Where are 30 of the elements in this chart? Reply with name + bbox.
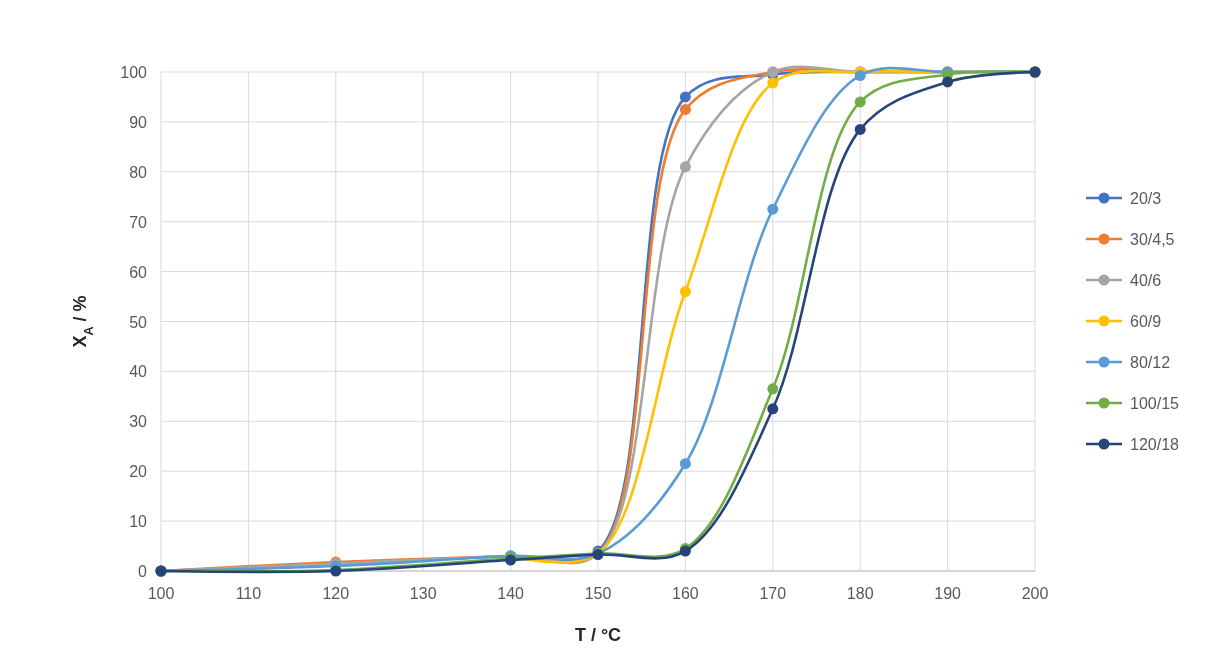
x-tick-label: 180 [846, 585, 874, 602]
y-tick-label: 10 [129, 513, 148, 531]
y-tick-label: 0 [138, 563, 148, 580]
x-axis-title: T / °C [574, 625, 622, 645]
y-tick-label: 80 [129, 163, 148, 181]
x-tick-label: 140 [497, 585, 525, 602]
y-tick-label: 20 [129, 463, 148, 481]
x-tick-label: 100 [147, 585, 175, 602]
legend-label: 40/6 [1130, 272, 1162, 289]
x-tick-label: 160 [672, 585, 699, 602]
legend-label: 80/12 [1130, 354, 1171, 371]
x-tick-label: 130 [409, 585, 437, 602]
legend-label: 30/4,5 [1130, 231, 1175, 248]
x-tick-label: 150 [584, 585, 612, 602]
x-tick-label: 200 [1021, 585, 1049, 602]
legend-label: 100/15 [1130, 395, 1180, 412]
legend-label: 60/9 [1130, 313, 1162, 330]
legend-label: 20/3 [1130, 190, 1162, 207]
y-tick-label: 70 [129, 213, 148, 231]
x-tick-label: 110 [235, 585, 262, 602]
y-tick-label: 90 [129, 113, 148, 131]
y-tick-label: 50 [129, 313, 148, 331]
y-tick-label: 100 [120, 64, 148, 81]
y-tick-label: 40 [129, 363, 148, 381]
y-tick-label: 30 [129, 413, 148, 431]
legend-label: 120/18 [1130, 436, 1180, 453]
x-tick-label: 120 [322, 585, 350, 602]
x-tick-label: 190 [934, 585, 962, 602]
y-tick-label: 60 [129, 263, 148, 281]
x-tick-label: 170 [759, 585, 787, 602]
